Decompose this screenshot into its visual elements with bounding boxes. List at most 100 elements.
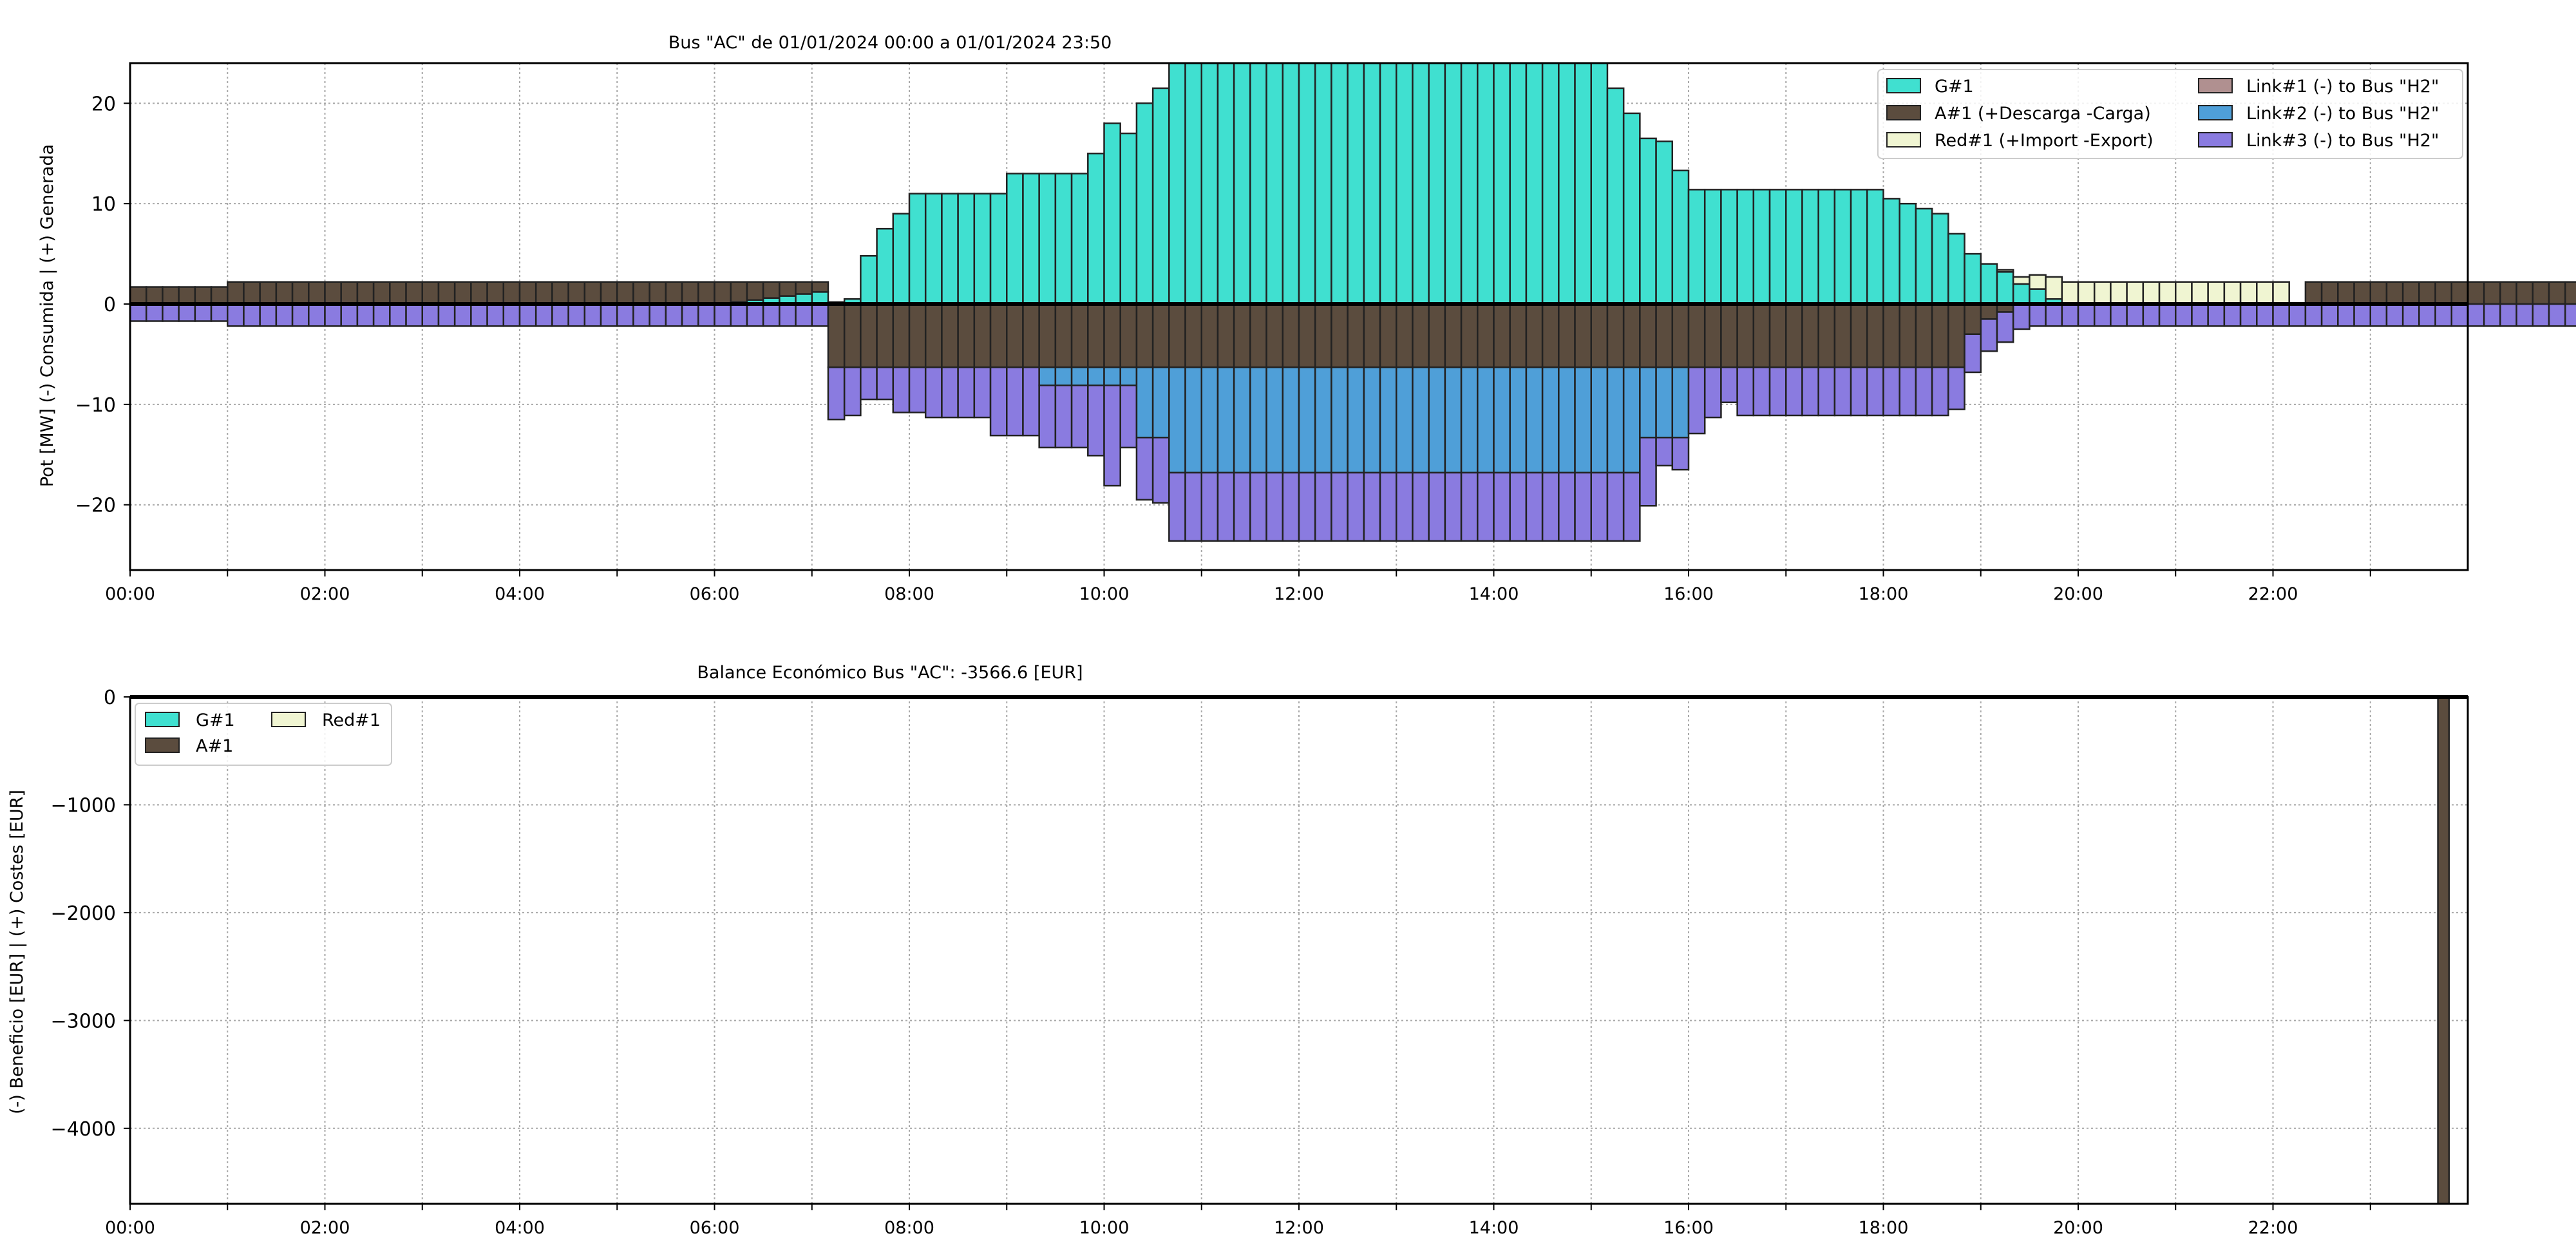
bar-link-3-to-bus-h2 [1801, 366, 1819, 417]
bar-a-1-descarga-carga [1151, 303, 1170, 368]
bar-a-1-descarga-carga [1915, 303, 1933, 368]
bar-link-3-to-bus-h2 [1054, 385, 1073, 449]
legend-label: G#1 [1935, 77, 1974, 97]
bar-a-1-descarga-carga [2467, 281, 2485, 305]
bar-link-3-to-bus-h2 [1493, 471, 1511, 542]
bar-link-3-to-bus-h2 [2467, 303, 2485, 327]
x-tick-label: 10:00 [1079, 1218, 1130, 1238]
bar-link-3-to-bus-h2 [324, 303, 342, 327]
bar-a-1-descarga-carga [989, 303, 1008, 368]
bar-red-1-import-export [2239, 281, 2258, 305]
bar-a-1-descarga-carga [649, 281, 667, 305]
bar-link-3-to-bus-h2 [2337, 303, 2355, 327]
bar-g-1 [1249, 62, 1267, 305]
bar-link-3-to-bus-h2 [1785, 366, 1803, 417]
bar-a-1-descarga-carga [243, 281, 261, 305]
x-tick-label: 06:00 [690, 1218, 740, 1238]
bar-a-1-descarga-carga [470, 281, 488, 305]
bar-link-3-to-bus-h2 [843, 366, 862, 417]
bar-a-1-descarga-carga [714, 281, 732, 305]
bar-a-1-descarga-carga [1687, 303, 1706, 368]
bar-link-2-to-bus-h2 [1655, 366, 1674, 439]
bar-g-1 [1703, 189, 1722, 305]
bar-a-1-descarga-carga [1833, 303, 1852, 368]
x-tick-label: 00:00 [105, 1218, 155, 1238]
bar-a-1-descarga-carga [1882, 303, 1900, 368]
bar-link-3-to-bus-h2 [1477, 471, 1495, 542]
bar-link-3-to-bus-h2 [1217, 471, 1235, 542]
bar-a-1-descarga-carga [795, 281, 813, 295]
bar-link-3-to-bus-h2 [2093, 303, 2112, 327]
bar-link-3-to-bus-h2 [194, 303, 213, 322]
bar-a-1-descarga-carga [2450, 281, 2469, 305]
bar-link-3-to-bus-h2 [1768, 366, 1787, 417]
legend-label: A#1 [196, 736, 233, 756]
bar-link-3-to-bus-h2 [372, 303, 391, 327]
bar-link-3-to-bus-h2 [2483, 303, 2501, 327]
legend-label: Link#3 (-) to Bus "H2" [2246, 131, 2439, 151]
bar-link-3-to-bus-h2 [1964, 333, 1982, 374]
bar-g-1 [1396, 62, 1414, 305]
x-tick-label: 20:00 [2053, 584, 2103, 604]
bar-link-2-to-bus-h2 [1574, 366, 1593, 474]
bar-link-3-to-bus-h2 [178, 303, 196, 322]
bar-a-1-descarga-carga [1460, 303, 1479, 368]
power-chart-y-ticks: −20 −10 0 10 20 [75, 93, 130, 517]
bar-link-3-to-bus-h2 [2126, 303, 2145, 327]
bar-link-2-to-bus-h2 [1151, 366, 1170, 439]
bar-a-1-descarga-carga [567, 281, 586, 305]
bar-link-3-to-bus-h2 [567, 303, 586, 327]
bar-a-1-descarga-carga [2434, 281, 2453, 305]
bar-link-3-to-bus-h2 [1931, 366, 1949, 417]
bar-link-3-to-bus-h2 [1590, 471, 1609, 542]
bar-a-1-descarga-carga [1509, 303, 1528, 368]
bar-g-1 [1866, 189, 1884, 305]
bar-g-1 [1964, 252, 1982, 305]
bar-g-1 [1558, 62, 1576, 305]
bar-link-3-to-bus-h2 [1882, 366, 1900, 417]
bar-link-3-to-bus-h2 [389, 303, 407, 327]
bar-a-1-descarga-carga [2418, 281, 2436, 305]
bar-a-1-descarga-carga [1412, 303, 1430, 368]
bar-link-2-to-bus-h2 [1622, 366, 1641, 474]
bar-link-3-to-bus-h2 [1331, 471, 1349, 542]
bar-g-1 [1331, 62, 1349, 305]
bar-a-1-descarga-carga [1200, 303, 1219, 368]
bar-a-1-descarga-carga [2483, 281, 2501, 305]
legend-swatch [271, 712, 306, 727]
bar-red-1-import-export [2158, 281, 2177, 305]
bar-link-3-to-bus-h2 [1022, 366, 1040, 437]
x-tick-label: 16:00 [1663, 1218, 1714, 1238]
bar-a-1-descarga-carga [324, 281, 342, 305]
bar-link-3-to-bus-h2 [957, 366, 976, 419]
bar-link-2-to-bus-h2 [1444, 366, 1463, 474]
bar-link-3-to-bus-h2 [551, 303, 569, 327]
bar-red-1-import-export [2191, 281, 2209, 305]
bar-a-1-descarga-carga [1785, 303, 1803, 368]
bar-a-1-descarga-carga [1444, 303, 1463, 368]
bar-link-3-to-bus-h2 [1412, 471, 1430, 542]
x-tick-label: 06:00 [690, 584, 740, 604]
bar-a-1-descarga-carga [372, 281, 391, 305]
bar-g-1 [1493, 62, 1511, 305]
bar-link-3-to-bus-h2 [2012, 303, 2031, 330]
economic-chart-x-ticks: 00:00 02:00 04:00 06:00 08:00 10:00 12:00 14:00… [105, 1204, 2371, 1238]
x-tick-label: 18:00 [1859, 584, 1909, 604]
bar-link-3-to-bus-h2 [162, 303, 180, 322]
power-chart: Bus "AC" de 01/01/2024 00:00 a 01/01/202… [37, 33, 2576, 604]
bar-g-1 [1217, 62, 1235, 305]
bar-link-3-to-bus-h2 [470, 303, 488, 327]
bar-a-1-descarga-carga [1070, 303, 1089, 368]
y-tick-label: −20 [75, 495, 116, 517]
bar-g-1 [1655, 140, 1674, 305]
bar-a-1-descarga-carga [1947, 303, 1965, 368]
bar-red-1-import-export [2045, 276, 2063, 300]
x-tick-label: 14:00 [1469, 584, 1519, 604]
bar-link-3-to-bus-h2 [2272, 303, 2290, 327]
bar-g-1 [1022, 173, 1040, 305]
x-tick-label: 16:00 [1663, 584, 1714, 604]
bar-link-3-to-bus-h2 [502, 303, 521, 327]
bar-a-1-descarga-carga [957, 303, 976, 368]
bar-a-1-descarga-carga [1233, 303, 1251, 368]
bar-link-3-to-bus-h2 [779, 303, 797, 327]
